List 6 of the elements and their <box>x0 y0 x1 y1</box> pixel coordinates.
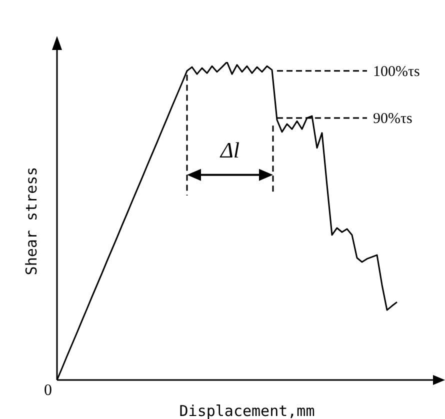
annotation: Δl <box>219 137 240 162</box>
series-label: 90%τs <box>373 110 413 127</box>
series-label: 100%τs <box>373 64 420 80</box>
x-axis-title: Displacement,mm <box>179 402 315 419</box>
y-axis-title: Shear stress <box>22 166 40 276</box>
text: 0 <box>44 382 52 399</box>
